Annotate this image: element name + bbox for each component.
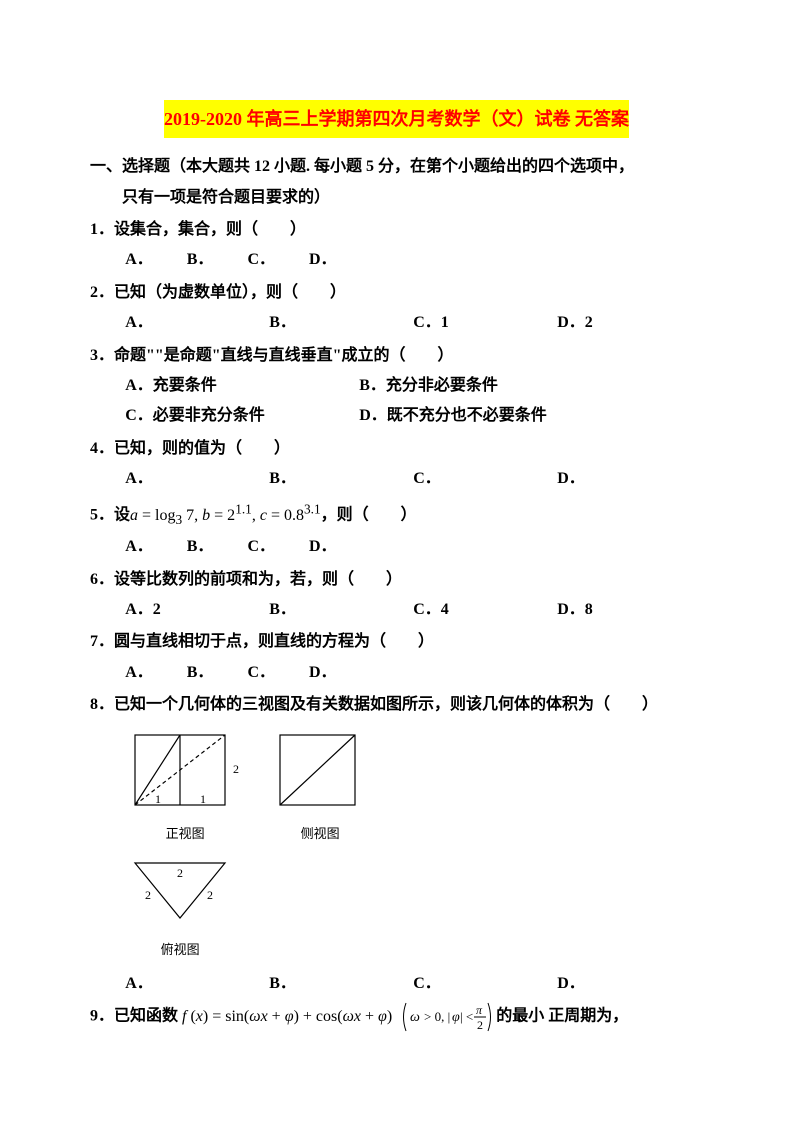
front-view-dim-1a: 1: [155, 792, 161, 806]
q2-option-a: A．: [125, 308, 265, 338]
question-2-options: A． B． C．1 D．2: [90, 308, 703, 338]
q9-condition-svg: ω > 0, | φ | < π 2: [400, 1001, 492, 1033]
q1-option-d: D．: [309, 245, 337, 275]
page-title: 2019-2020 年高三上学期第四次月考数学（文）试卷 无答案: [164, 100, 629, 138]
svg-text:ω: ω: [410, 1010, 420, 1025]
question-3-options-row2: C．必要非充分条件 D．既不充分也不必要条件: [90, 401, 703, 431]
question-7-options: A． B． C． D．: [90, 658, 703, 688]
q5-option-b: B．: [187, 532, 214, 562]
front-view-dim-1b: 1: [200, 792, 206, 806]
question-8-figures: 1 1 2 正视图 侧视图 2 2 2: [90, 725, 703, 963]
question-8-options: A． B． C． D．: [90, 969, 703, 999]
question-7: 7．圆与直线相切于点，则直线的方程为（ ）: [90, 627, 703, 657]
q3-option-a: A．充要条件: [125, 371, 355, 401]
q7-option-a: A．: [125, 658, 153, 688]
section-heading-line1: 一、选择题（本大题共 12 小题. 每小题 5 分，在第个小题给出的四个选项中，: [90, 152, 703, 182]
q5-option-d: D．: [309, 532, 337, 562]
question-4-options: A． B． C． D．: [90, 464, 703, 494]
top-view-block: 2 2 2 俯视图: [125, 853, 235, 963]
q6-option-a: A．2: [125, 595, 265, 625]
q5-suffix: ，则（ ）: [321, 507, 417, 524]
q3-option-c: C．必要非充分条件: [125, 401, 355, 431]
question-1-options: A． B． C． D．: [90, 245, 703, 275]
q5-option-c: C．: [247, 532, 275, 562]
q4-option-c: C．: [413, 464, 553, 494]
top-view-dim-top: 2: [177, 866, 183, 880]
svg-text:| <: | <: [460, 1009, 473, 1024]
q3-option-d: D．既不充分也不必要条件: [359, 407, 547, 424]
q1-option-b: B．: [187, 245, 214, 275]
front-view-label: 正视图: [125, 822, 245, 847]
side-view-label: 侧视图: [275, 822, 365, 847]
side-view-block: 侧视图: [275, 725, 365, 847]
q9-formula: f (x) = sin(ωx + φ) + cos(ωx + φ) ω > 0,…: [182, 1008, 496, 1025]
q4-option-b: B．: [269, 464, 409, 494]
q9-prefix: 9．已知函数: [90, 1008, 182, 1025]
figure-row-2: 2 2 2 俯视图: [125, 853, 703, 963]
question-5: 5．设a = log3 7, b = 21.1, c = 0.83.1，则（ ）: [90, 496, 703, 532]
q1-option-a: A．: [125, 245, 153, 275]
q2-option-c: C．1: [413, 308, 553, 338]
q2-option-d: D．2: [557, 308, 657, 338]
q8-option-d: D．: [557, 969, 657, 999]
q8-option-b: B．: [269, 969, 409, 999]
q5-formula: a = log3 7, b = 21.1, c = 0.83.1: [130, 507, 321, 524]
q5-prefix: 5．设: [90, 507, 130, 524]
svg-text:> 0, |: > 0, |: [424, 1009, 450, 1024]
q3-option-b: B．充分非必要条件: [359, 377, 498, 394]
q5-option-a: A．: [125, 532, 153, 562]
front-view-block: 1 1 2 正视图: [125, 725, 245, 847]
top-view-label: 俯视图: [125, 938, 235, 963]
section-heading-line2: 只有一项是符合题目要求的）: [90, 183, 703, 213]
svg-text:φ: φ: [452, 1010, 460, 1025]
q7-option-c: C．: [247, 658, 275, 688]
page: 2019-2020 年高三上学期第四次月考数学（文）试卷 无答案 一、选择题（本…: [0, 0, 793, 1122]
q6-option-c: C．4: [413, 595, 553, 625]
question-4: 4．已知，则的值为（ ）: [90, 434, 703, 464]
q8-option-c: C．: [413, 969, 553, 999]
question-6-options: A．2 B． C．4 D．8: [90, 595, 703, 625]
question-6: 6．设等比数列的前项和为，若，则（ ）: [90, 565, 703, 595]
title-container: 2019-2020 年高三上学期第四次月考数学（文）试卷 无答案: [90, 100, 703, 138]
q2-option-b: B．: [269, 308, 409, 338]
q7-option-b: B．: [187, 658, 214, 688]
question-3: 3．命题""是命题"直线与直线垂直"成立的（ ）: [90, 341, 703, 371]
svg-text:π: π: [476, 1003, 483, 1017]
question-3-options-row1: A．充要条件 B．充分非必要条件: [90, 371, 703, 401]
question-5-options: A． B． C． D．: [90, 532, 703, 562]
q4-option-d: D．: [557, 464, 657, 494]
q9-suffix: 的最小 正周期为，: [496, 1008, 628, 1025]
q1-option-c: C．: [247, 245, 275, 275]
front-view-svg: 1 1 2: [125, 725, 245, 807]
q8-option-a: A．: [125, 969, 265, 999]
question-9: 9．已知函数 f (x) = sin(ωx + φ) + cos(ωx + φ)…: [90, 1001, 703, 1033]
question-2: 2．已知（为虚数单位），则（ ）: [90, 278, 703, 308]
top-view-dim-left: 2: [145, 888, 151, 902]
top-view-dim-right: 2: [207, 888, 213, 902]
q6-option-b: B．: [269, 595, 409, 625]
figure-row-1: 1 1 2 正视图 侧视图: [125, 725, 703, 847]
q4-option-a: A．: [125, 464, 265, 494]
side-view-svg: [275, 725, 365, 807]
front-view-dim-2: 2: [233, 762, 239, 776]
top-view-svg: 2 2 2: [125, 853, 235, 923]
question-8: 8．已知一个几何体的三视图及有关数据如图所示，则该几何体的体积为（ ）: [90, 690, 703, 720]
q7-option-d: D．: [309, 658, 337, 688]
q6-option-d: D．8: [557, 595, 657, 625]
question-1: 1．设集合，集合，则（ ）: [90, 215, 703, 245]
svg-text:2: 2: [477, 1018, 483, 1032]
